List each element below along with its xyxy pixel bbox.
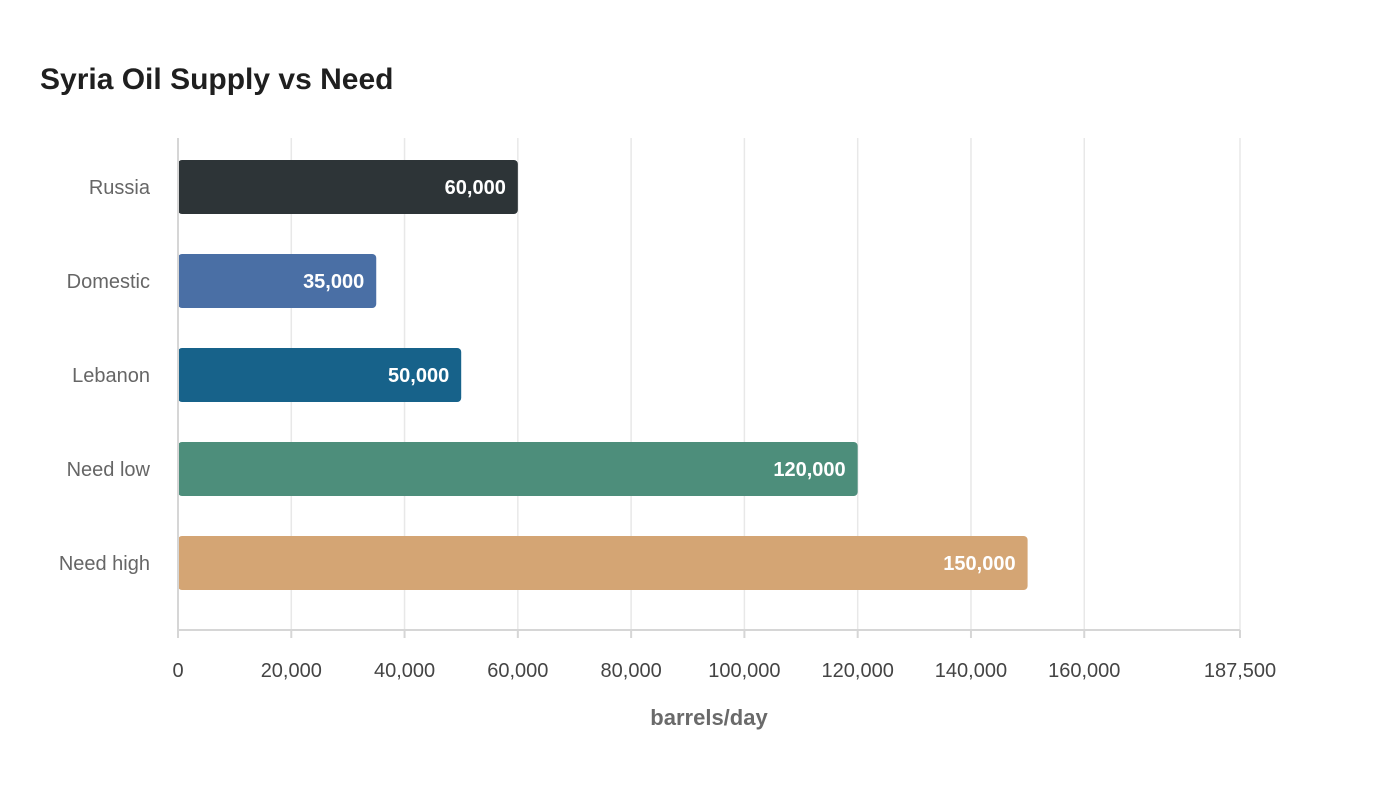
x-tick-label: 187,500 [1204,660,1276,682]
x-tick-label: 160,000 [1048,660,1120,682]
chart-title: Syria Oil Supply vs Need [40,63,394,96]
value-label: 60,000 [445,177,506,199]
bar [178,348,462,402]
x-axis-title: barrels/day [650,705,768,730]
bar [178,254,377,308]
x-tick-label: 100,000 [708,660,780,682]
category-label: Need high [59,553,150,575]
x-tick-label: 20,000 [261,660,322,682]
x-tick-label: 140,000 [935,660,1007,682]
value-label: 150,000 [943,553,1015,575]
bar [178,160,518,214]
x-tick-label: 60,000 [487,660,548,682]
category-label: Lebanon [72,365,150,387]
bars: 60,000 35,000 50,000 120,000 150,000 [178,160,1028,590]
value-label: 120,000 [773,459,845,481]
x-tick-label: 120,000 [822,660,894,682]
axes: 0 20,000 40,000 60,000 80,000 100,000 120,000 1… [59,138,1276,682]
category-label: Russia [89,177,151,199]
x-tick-label: 40,000 [374,660,435,682]
value-label: 35,000 [303,271,364,293]
bar [178,442,858,496]
value-label: 50,000 [388,365,449,387]
x-tick-label: 80,000 [601,660,662,682]
x-tick-label: 0 [172,660,183,682]
category-label: Need low [67,459,151,481]
category-label: Domestic [67,271,150,293]
bar [178,536,1028,590]
